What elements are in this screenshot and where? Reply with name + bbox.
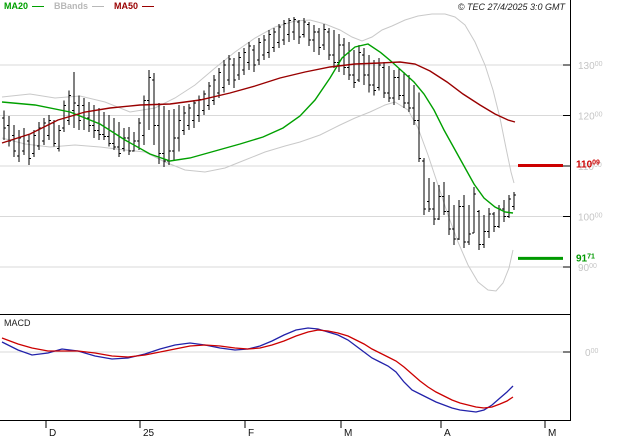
legend-swatch: [92, 5, 105, 7]
panel-borders: [0, 0, 571, 421]
macd-zero-label: 000: [585, 348, 598, 359]
price-axis-labels: 13000 12000 11000 10000 9000 000 11009 9171: [576, 61, 603, 359]
candles-group: [2, 17, 516, 250]
legend-item-ma50: MA50: [114, 1, 155, 11]
price-gridlines: [0, 64, 570, 353]
macd-line: [1, 327, 514, 413]
ma20-line: [1, 43, 514, 214]
price-label: 10000: [578, 213, 603, 224]
month-label: A: [444, 428, 451, 439]
ma50-line: [1, 61, 516, 144]
bollinger-lower-line: [1, 101, 514, 292]
bollinger-upper-line: [1, 13, 515, 184]
legend-label: MA20: [4, 1, 29, 11]
month-label: D: [49, 428, 56, 439]
copyright-text: © TEC 27/4/2025 3:0 GMT: [457, 2, 565, 12]
legend-item-ma20: MA20: [4, 1, 45, 11]
support-level-label: 9171: [576, 253, 595, 264]
legend-label: BBands: [54, 1, 89, 11]
month-label: F: [248, 428, 254, 439]
macd-panel-label: MACD: [4, 318, 31, 328]
macd-signal-line: [1, 329, 514, 409]
month-label: 25: [143, 428, 155, 439]
price-label: 9000: [578, 263, 597, 274]
resistance-level-label: 11009: [576, 160, 600, 171]
legend-item-bbands: BBands: [54, 1, 105, 11]
legend-label: MA50: [114, 1, 139, 11]
price-label: 12000: [578, 112, 603, 123]
legend-swatch: [142, 5, 155, 7]
month-label: M: [344, 428, 352, 439]
bollinger-bands: [1, 13, 515, 292]
level-markers: [518, 164, 563, 260]
legend-swatch: [32, 5, 45, 7]
price-label: 11000: [578, 162, 602, 173]
month-label: M: [548, 428, 556, 439]
price-label: 13000: [578, 61, 603, 72]
indicator-legend: MA20 BBands MA50: [4, 1, 155, 11]
macd-lines: [1, 327, 514, 413]
month-axis-labels: D 25 F M A M: [45, 421, 556, 439]
